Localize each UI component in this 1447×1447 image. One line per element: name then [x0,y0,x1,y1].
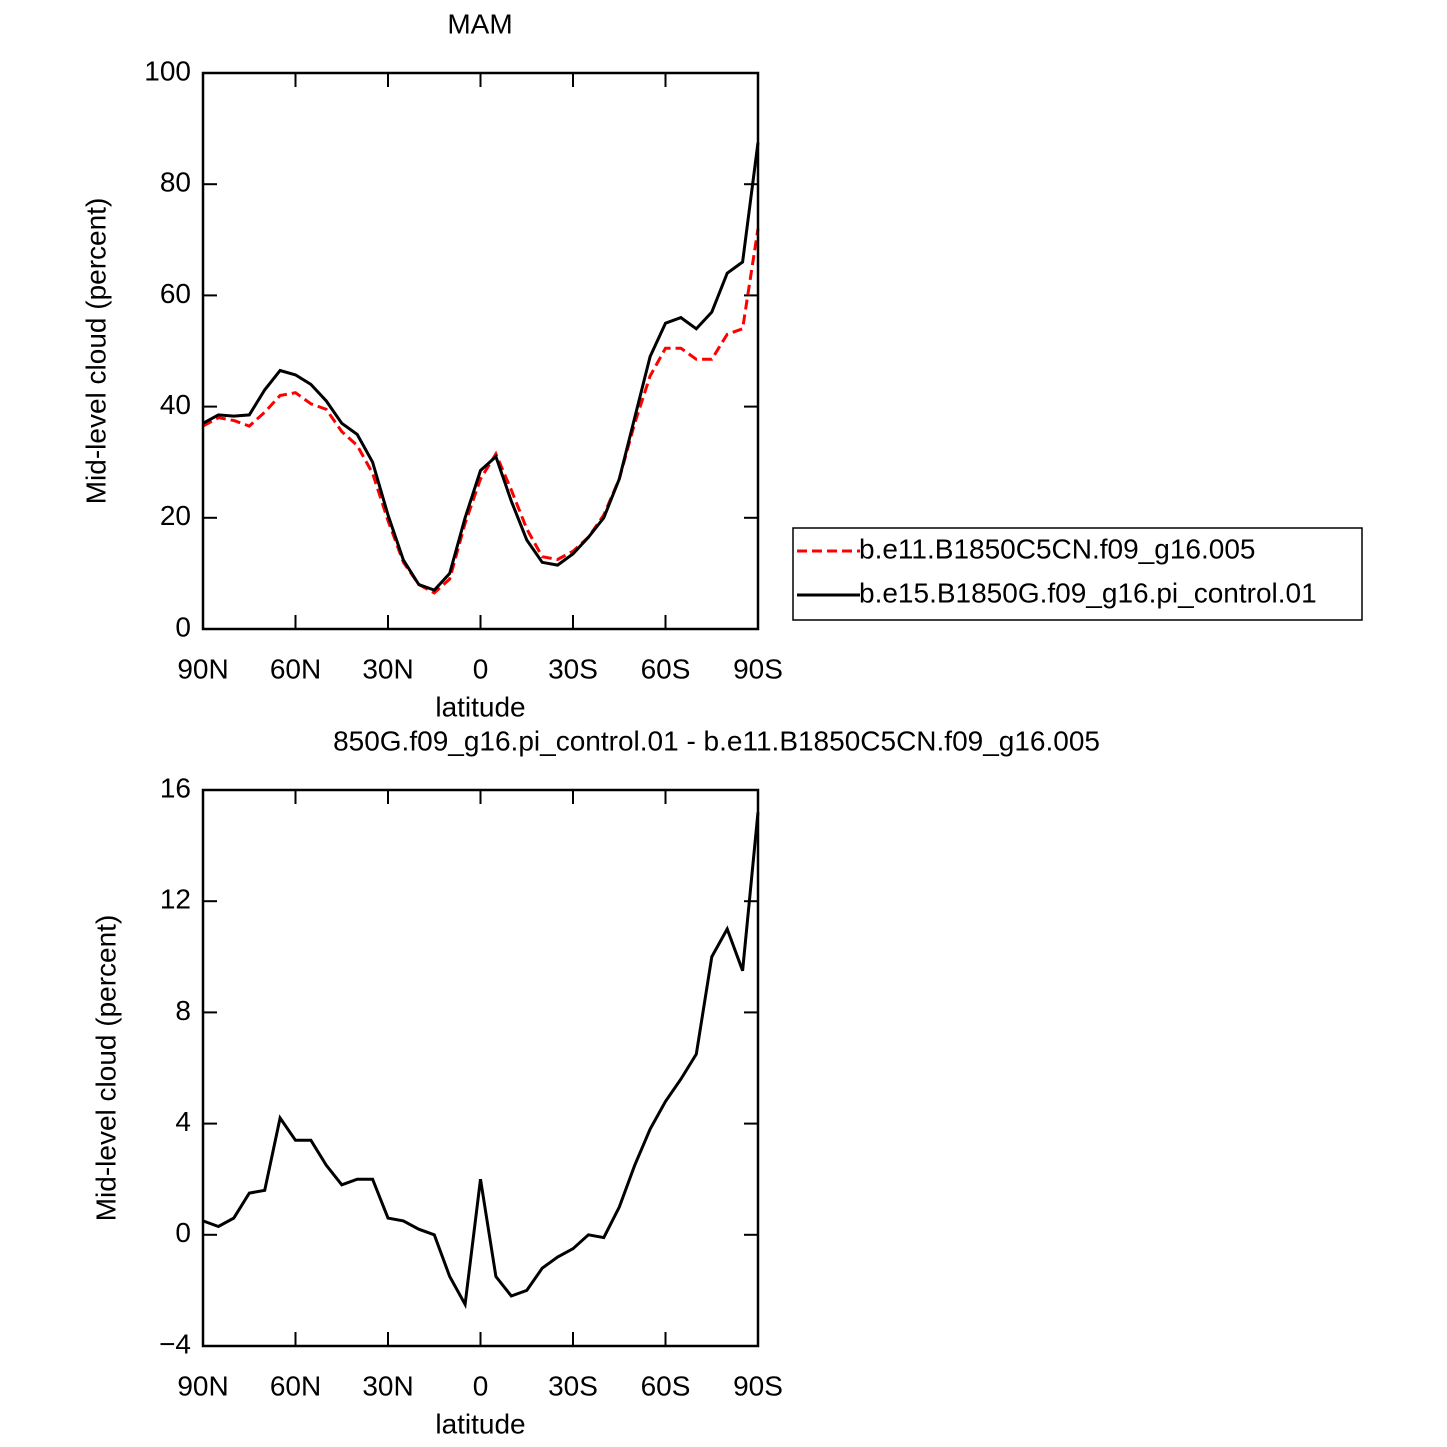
x-tick-label: 30N [362,1370,413,1401]
legend-box [792,527,1363,621]
y-tick-label: −4 [159,1328,191,1359]
data-line [202,228,760,595]
data-line [202,142,760,592]
x-tick-label: 30S [548,653,598,684]
legend-label: b.e11.B1850C5CN.f09_g16.005 [859,533,1255,564]
legend-label: b.e15.B1850G.f09_g16.pi_control.01 [859,577,1317,608]
y-tick-label: 16 [160,772,191,803]
y-tick-label: 60 [160,278,191,309]
x-tick-label: 60S [641,653,691,684]
y-tick-label: 80 [160,167,191,198]
x-tick-label: 60N [270,1370,321,1401]
y-tick-label: 8 [175,995,191,1026]
y-tick-label: 20 [160,500,191,531]
chart-title: 850G.f09_g16.pi_control.01 - b.e11.B1850… [333,725,1100,756]
x-tick-label: 0 [473,1370,489,1401]
data-line [202,812,760,1310]
y-tick-label: 0 [175,1217,191,1248]
x-tick-label: 90S [733,1370,783,1401]
plot-frame [201,71,760,631]
y-tick-label: 12 [160,884,191,915]
y-axis-label: Mid-level cloud (percent) [90,915,121,1222]
x-tick-label: 0 [473,653,489,684]
x-tick-label: 60S [641,1370,691,1401]
x-tick-label: 30S [548,1370,598,1401]
x-axis-label: latitude [435,691,525,722]
x-tick-label: 90S [733,653,783,684]
x-axis-label: latitude [435,1408,525,1439]
x-tick-label: 90N [177,653,228,684]
x-tick-label: 90N [177,1370,228,1401]
y-tick-label: 40 [160,389,191,420]
y-axis-label: Mid-level cloud (percent) [80,198,111,505]
x-tick-label: 30N [362,653,413,684]
y-tick-label: 4 [175,1106,191,1137]
y-tick-label: 0 [175,611,191,642]
plot-frame [201,788,760,1348]
chart-title: MAM [447,8,512,39]
y-tick-label: 100 [144,55,191,86]
x-tick-label: 60N [270,653,321,684]
